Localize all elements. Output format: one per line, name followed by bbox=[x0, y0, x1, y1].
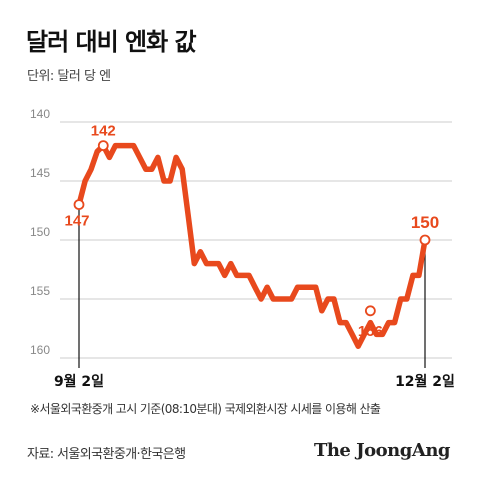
x-start-label: 9월 2일 bbox=[54, 373, 104, 390]
brand-logo: The JoongAng bbox=[313, 440, 451, 461]
y-tick-label: 160 bbox=[30, 343, 50, 357]
data-label: 147 bbox=[64, 213, 89, 230]
x-axis-labels: 9월 2일 12월 2일 bbox=[54, 373, 455, 390]
y-axis-ticks: 140 145 150 155 160 bbox=[30, 107, 50, 357]
data-label: 150 bbox=[411, 213, 439, 232]
series-line bbox=[76, 142, 428, 349]
annotation-marker bbox=[73, 199, 85, 211]
chart-title: 달러 대비 엔화 값 bbox=[26, 28, 197, 56]
data-label: 156 bbox=[358, 323, 383, 340]
y-tick-label: 150 bbox=[30, 225, 50, 239]
y-tick-label: 145 bbox=[30, 166, 50, 180]
y-tick-label: 140 bbox=[30, 107, 50, 121]
annotation-markers: 147 142 156 150 bbox=[64, 123, 439, 340]
source-text: 자료: 서울외국환중개·한국은행 bbox=[27, 447, 186, 462]
series-layer bbox=[76, 142, 428, 349]
unit-label: 단위: 달러 당 엔 bbox=[27, 69, 111, 84]
x-end-label: 12월 2일 bbox=[395, 373, 455, 390]
annotation-marker bbox=[97, 140, 109, 152]
date-markers bbox=[78, 204, 426, 368]
data-label: 142 bbox=[91, 123, 116, 140]
methodology-note: ※서울외국환중개 고시 기준(08:10분대) 국제외환시장 시세를 이용해 산… bbox=[30, 402, 381, 416]
line-chart: 140 145 150 155 160 147 142 156 150 9월 2일 12월 2일 bbox=[30, 107, 455, 390]
annotation-marker bbox=[364, 305, 376, 317]
grid-lines bbox=[60, 121, 452, 359]
annotation-marker bbox=[419, 234, 431, 246]
y-tick-label: 155 bbox=[30, 284, 50, 298]
